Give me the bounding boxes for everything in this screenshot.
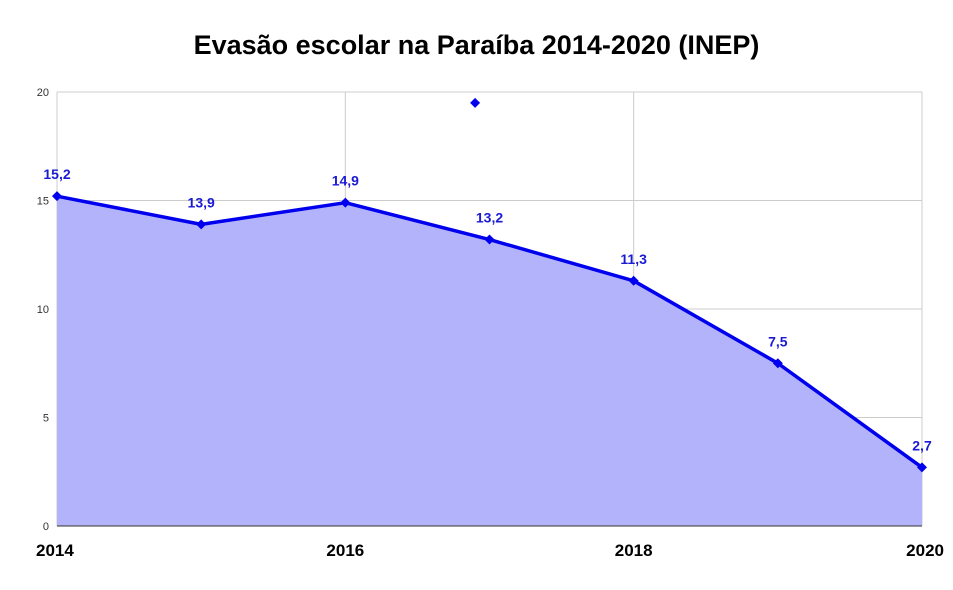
data-label: 13,2 (476, 210, 503, 226)
data-label: 2,7 (912, 437, 932, 453)
y-tick-label: 20 (37, 87, 49, 99)
data-label: 11,3 (620, 251, 647, 267)
y-tick-label: 5 (43, 413, 49, 425)
chart-title: Evasão escolar na Paraíba 2014-2020 (INE… (193, 30, 760, 60)
data-label: 13,9 (188, 194, 215, 210)
data-point (52, 191, 62, 202)
area-fill-layer (57, 196, 922, 526)
data-point (196, 219, 207, 230)
data-label: 7,5 (768, 333, 788, 349)
x-tick-label: 2020 (906, 541, 944, 560)
y-tick-label: 10 (37, 304, 49, 316)
data-point (917, 462, 927, 473)
data-point (340, 197, 351, 208)
data-label: 15,2 (43, 166, 70, 182)
y-tick-label: 0 (43, 521, 49, 533)
x-tick-label: 2018 (615, 541, 653, 560)
data-point (628, 275, 639, 286)
data-label: 14,9 (332, 173, 359, 189)
axes-layer: 0 5 10 15 20 2014 2016 2018 2020 (36, 87, 944, 560)
data-labels-layer: 15,2 13,9 14,9 13,2 11,3 7,5 2,7 (43, 166, 932, 453)
data-point (484, 234, 495, 245)
data-point (772, 358, 783, 369)
y-tick-label: 15 (37, 196, 49, 208)
x-tick-label: 2014 (36, 541, 74, 560)
outlier-point (470, 97, 481, 108)
data-points-layer (52, 97, 927, 473)
x-tick-label: 2016 (326, 541, 364, 560)
series-area (57, 196, 922, 526)
